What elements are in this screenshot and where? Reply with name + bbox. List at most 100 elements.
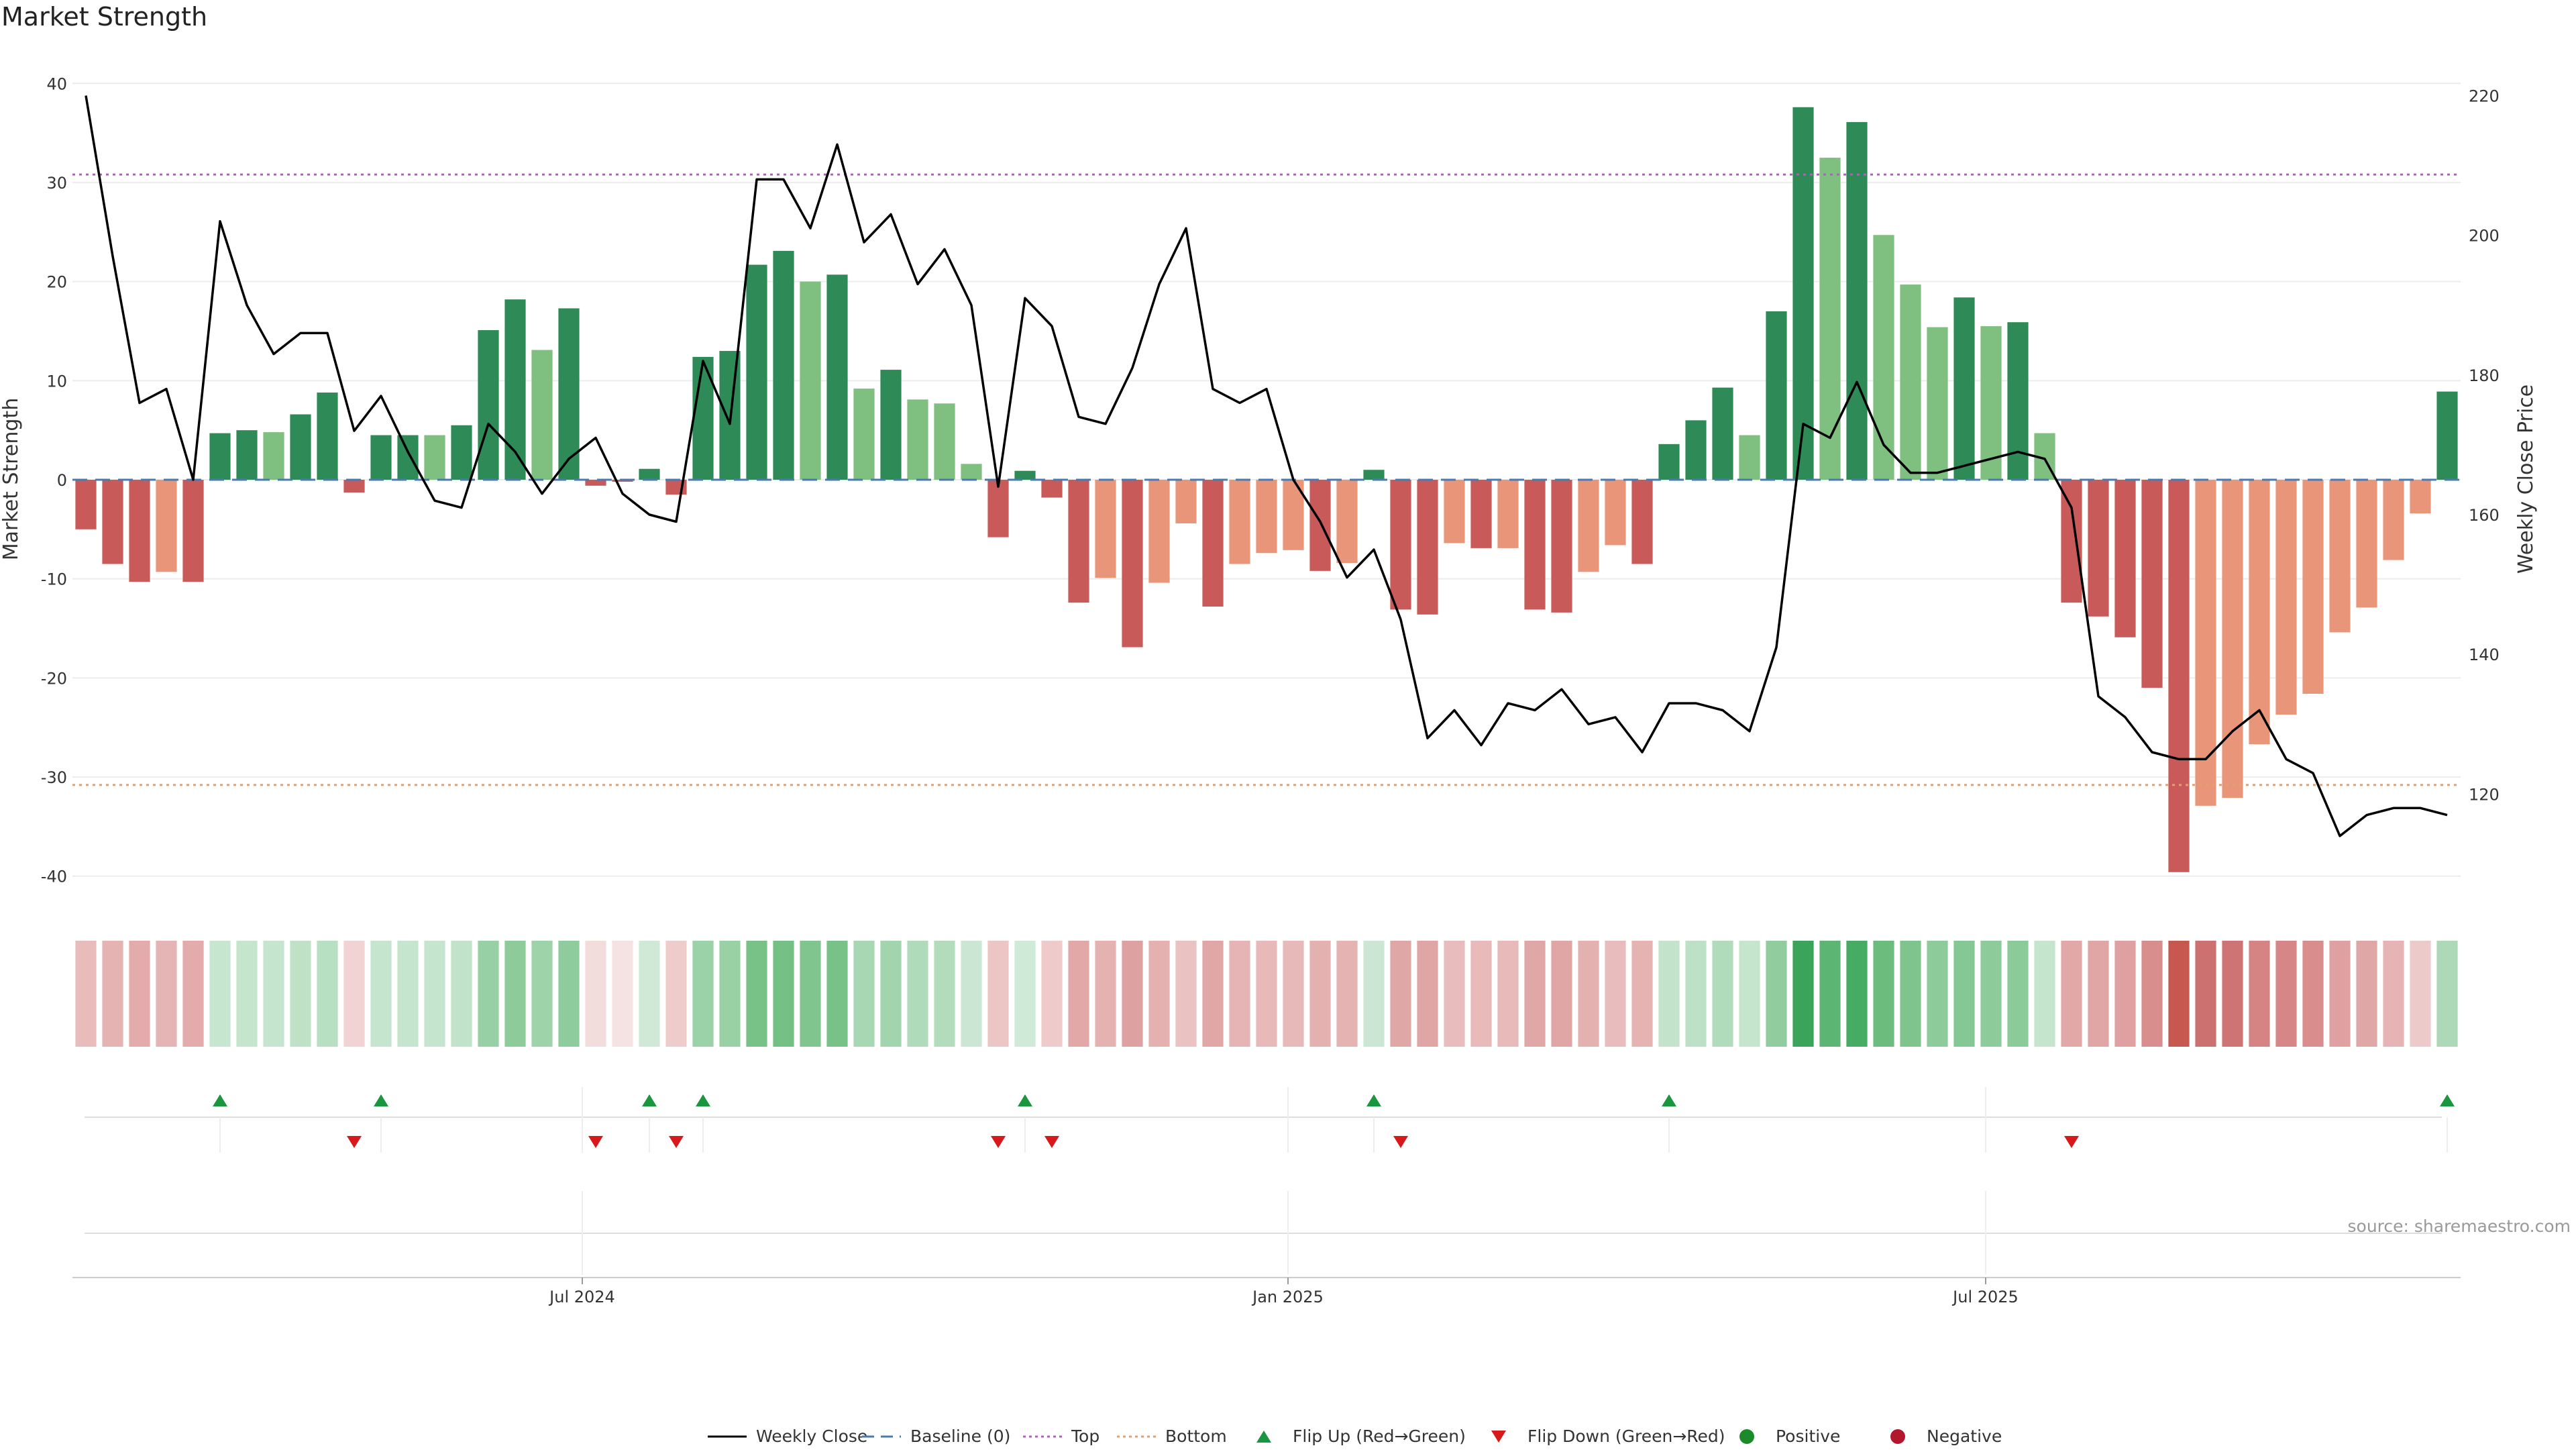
heat-cell [2088, 941, 2109, 1047]
heat-cell [1524, 941, 1546, 1047]
strength-bar [1712, 387, 1733, 480]
strength-bar [826, 274, 848, 480]
heat-cell [1927, 941, 1948, 1047]
strength-bar [2410, 480, 2431, 514]
heat-cell [317, 941, 338, 1047]
y-tick-label: 0 [57, 471, 67, 490]
x-tick-label: Jan 2025 [1251, 1288, 1324, 1306]
heat-cell [1095, 941, 1116, 1047]
heat-cell [1953, 941, 1975, 1047]
y-tick-label: -40 [41, 868, 67, 886]
strength-bar [2114, 480, 2136, 637]
x-tick-label: Jul 2025 [1951, 1288, 2019, 1306]
strength-bar [853, 388, 875, 480]
heat-cell [1390, 941, 1411, 1047]
heat-cell [1900, 941, 1921, 1047]
heat-cell [800, 941, 821, 1047]
heat-cell [1470, 941, 1492, 1047]
y2-axis-title: Weekly Close Price [2514, 384, 2538, 574]
heat-cell [1497, 941, 1519, 1047]
heat-cell [2329, 941, 2351, 1047]
weekly-close-line [85, 95, 2448, 837]
heat-cell [1122, 941, 1143, 1047]
heat-cell [1336, 941, 1358, 1047]
strength-bar [773, 250, 794, 480]
heat-cell [370, 941, 392, 1047]
strength-bar [370, 435, 392, 480]
strength-bar [1229, 480, 1250, 564]
legend-swatch-positive [1739, 1429, 1754, 1444]
heat-cell [1685, 941, 1707, 1047]
heat-cell [2061, 941, 2082, 1047]
heat-cell [1041, 941, 1063, 1047]
flip-up-marker [1366, 1094, 1381, 1106]
y-tick-label: -30 [41, 768, 67, 787]
heat-cell [424, 941, 445, 1047]
heat-cell [2249, 941, 2270, 1047]
strength-bar [290, 414, 311, 480]
heat-cell [612, 941, 633, 1047]
heat-cell [2007, 941, 2029, 1047]
strength-bar [1578, 480, 1599, 572]
strength-bar [934, 403, 955, 480]
flip-up-marker [2440, 1094, 2455, 1106]
legend-swatch-flip-down [1491, 1431, 1506, 1443]
legend-label: Bottom [1165, 1427, 1227, 1446]
heat-cell [2383, 941, 2404, 1047]
heat-cell [692, 941, 714, 1047]
strength-bar [451, 425, 472, 480]
flip-down-marker [1393, 1136, 1408, 1148]
flip-down-marker [1044, 1136, 1059, 1148]
heat-cell [585, 941, 606, 1047]
flip-up-marker [1662, 1094, 1676, 1106]
strength-bar [1846, 121, 1868, 480]
strength-bar [1980, 326, 2002, 480]
heat-cell [1605, 941, 1626, 1047]
heat-cell [156, 941, 177, 1047]
heat-cell [451, 941, 472, 1047]
legend-swatch-flip-up [1256, 1431, 1271, 1443]
heat-cell [1175, 941, 1197, 1047]
heat-cell [1229, 941, 1250, 1047]
chart-title: Market Strength [1, 2, 207, 32]
heat-cell [2168, 941, 2190, 1047]
strength-bar [1014, 470, 1036, 480]
heat-cell [1283, 941, 1304, 1047]
y-tick-label: -10 [41, 570, 67, 589]
heat-cell [1068, 941, 1089, 1047]
y-tick-label: 10 [46, 372, 67, 391]
strength-bar [1175, 480, 1197, 523]
y2-tick-label: 140 [2469, 645, 2500, 664]
strength-bar [1497, 480, 1519, 548]
heat-cell [639, 941, 660, 1047]
strength-bar [1122, 480, 1143, 647]
legend-label: Negative [1927, 1427, 2002, 1446]
heat-cell [290, 941, 311, 1047]
y2-tick-label: 120 [2469, 785, 2500, 804]
heat-cell [665, 941, 687, 1047]
strength-bar [2436, 391, 2458, 480]
strength-bar [2088, 480, 2109, 617]
strength-bar [2168, 480, 2190, 872]
strength-bar [1819, 158, 1841, 480]
heat-cell [1819, 941, 1841, 1047]
strength-bar [1658, 444, 1680, 480]
strength-bar [2222, 480, 2243, 798]
strength-bar [2249, 480, 2270, 745]
strength-bar [1256, 480, 1277, 554]
strength-bar [1470, 480, 1492, 548]
heat-cell [1363, 941, 1385, 1047]
strength-bar [343, 480, 365, 493]
strength-bar [102, 480, 123, 564]
heat-cell [746, 941, 767, 1047]
strength-bar [1095, 480, 1116, 578]
strength-bar [182, 480, 204, 582]
heat-cell [1739, 941, 1760, 1047]
strength-bar [1148, 480, 1170, 583]
strength-bar [129, 480, 150, 582]
flip-down-marker [588, 1136, 603, 1148]
heat-cell [1980, 941, 2002, 1047]
heat-cell [1792, 941, 1814, 1047]
